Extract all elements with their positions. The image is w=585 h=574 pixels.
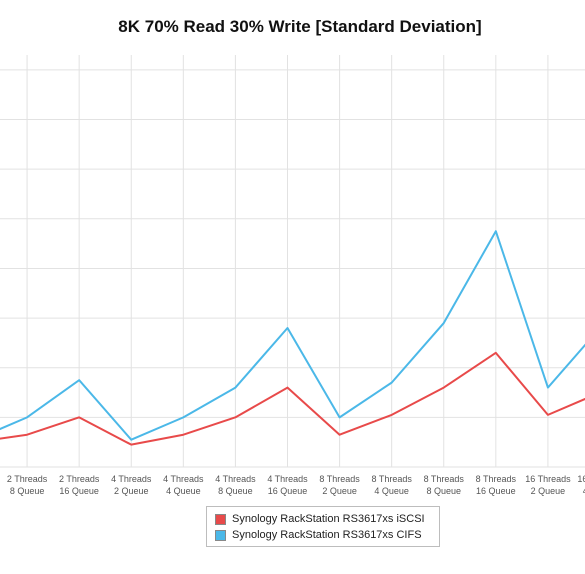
x-tick-label: 2 Queue xyxy=(114,486,149,496)
x-tick-label: 16 Queue xyxy=(268,486,308,496)
x-tick-label: 16 Threads xyxy=(525,474,571,484)
legend-label-iscsi: Synology RackStation RS3617xs iSCSI xyxy=(232,513,425,525)
x-tick-label: 2 Threads xyxy=(7,474,48,484)
x-tick-label: 8 Queue xyxy=(426,486,461,496)
x-tick-label: 2 Threads xyxy=(59,474,100,484)
series-line-cifs xyxy=(0,230,585,441)
x-tick-label: 16 Threads xyxy=(577,474,585,484)
legend-swatch-cifs xyxy=(215,529,226,541)
legend-item-cifs[interactable]: Synology RackStation RS3617xs CIFS xyxy=(215,527,439,543)
x-tick-label: 4 Threads xyxy=(267,474,308,484)
x-tick-label: 2 Queue xyxy=(531,486,566,496)
x-tick-label: 8 Threads xyxy=(371,474,412,484)
x-tick-label: 8 Queue xyxy=(218,486,253,496)
x-tick-label: 8 Threads xyxy=(424,474,465,484)
chart-title: 8K 70% Read 30% Write [Standard Deviatio… xyxy=(118,17,482,36)
x-tick-label: 2 Queue xyxy=(322,486,357,496)
series-line-iscsi xyxy=(0,351,585,446)
chart-series xyxy=(0,230,585,446)
x-tick-label: 4 Threads xyxy=(111,474,152,484)
legend-label-cifs: Synology RackStation RS3617xs CIFS xyxy=(232,529,422,541)
legend-swatch-iscsi xyxy=(215,513,226,525)
x-tick-label: 16 Queue xyxy=(476,486,516,496)
chart-grid xyxy=(0,55,585,468)
x-tick-label: 8 Queue xyxy=(10,486,45,496)
chart-legend: Synology RackStation RS3617xs iSCSI Syno… xyxy=(206,506,440,547)
x-tick-label: 4 Threads xyxy=(215,474,256,484)
x-tick-label: 8 Threads xyxy=(476,474,517,484)
x-tick-label: 4 Queue xyxy=(374,486,409,496)
x-tick-label: 4 Threads xyxy=(163,474,204,484)
x-tick-label: 4 Queue xyxy=(583,486,585,496)
x-tick-label: 4 Queue xyxy=(166,486,201,496)
x-tick-label: 8 Threads xyxy=(319,474,360,484)
legend-item-iscsi[interactable]: Synology RackStation RS3617xs iSCSI xyxy=(215,511,439,527)
x-tick-label: 16 Queue xyxy=(59,486,99,496)
